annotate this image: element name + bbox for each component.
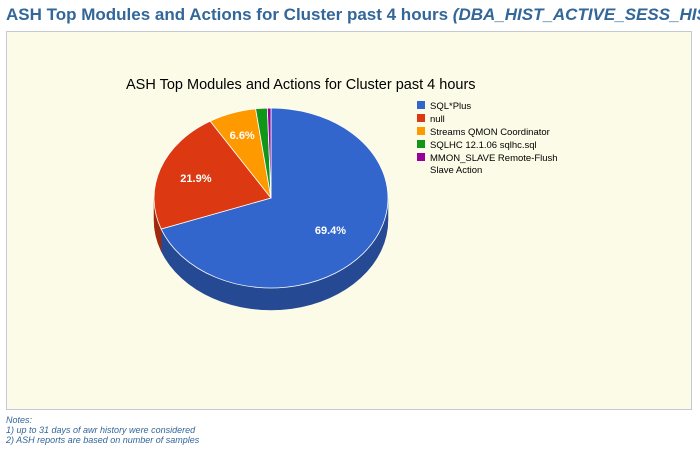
- legend-swatch-2: [417, 114, 425, 122]
- notes-title: Notes:: [6, 415, 33, 425]
- legend-label-5-line-1: MMON_SLAVE Remote-Flush: [430, 153, 558, 164]
- chart-title: ASH Top Modules and Actions for Cluster …: [126, 77, 476, 93]
- chart-panel: 69.4% 21.9% 6.6% SQL*Plus null Streams QMON …: [6, 31, 692, 410]
- pie-top-layer: [153, 107, 389, 289]
- legend-label-4: SQLHC 12.1.06 sqlhc.sql: [430, 140, 537, 151]
- pie-slice-5: [266, 107, 272, 199]
- chart-legend: SQL*Plus null Streams QMON Coordinator SQLH…: [417, 101, 558, 176]
- legend-swatch-5: [417, 153, 425, 161]
- pie-slice-1: [160, 107, 389, 289]
- legend-label-2: null: [430, 114, 445, 125]
- legend-swatch-3: [417, 127, 425, 135]
- pie-data-label-3: 6.6%: [230, 130, 255, 142]
- note-item-1: 1) up to 31 days of awr history were con…: [6, 425, 196, 435]
- legend-label-3: Streams QMON Coordinator: [430, 127, 550, 138]
- notes: Notes: 1) up to 31 days of awr history w…: [6, 415, 406, 445]
- legend-swatch-4: [417, 140, 425, 148]
- legend-label-1: SQL*Plus: [430, 101, 471, 112]
- pie-chart: 69.4% 21.9% 6.6% SQL*Plus null Streams QMON …: [126, 77, 558, 311]
- pie-labels-layer: 69.4% 21.9% 6.6%: [180, 130, 346, 237]
- page-heading-view-name: (DBA_HIST_ACTIVE_SESS_HISTOI: [452, 5, 700, 24]
- legend-swatch-1: [417, 101, 425, 109]
- page-heading-main: ASH Top Modules and Actions for Cluster …: [6, 5, 449, 24]
- pie-data-label-1: 69.4%: [315, 225, 346, 237]
- note-item-2: 2) ASH reports are based on number of sa…: [6, 435, 200, 445]
- legend-label-5-line-2: Slave Action: [430, 165, 482, 176]
- pie-slice-2: [153, 120, 272, 230]
- pie-data-label-2: 21.9%: [180, 173, 211, 185]
- page-heading: ASH Top Modules and Actions for Cluster …: [6, 2, 700, 28]
